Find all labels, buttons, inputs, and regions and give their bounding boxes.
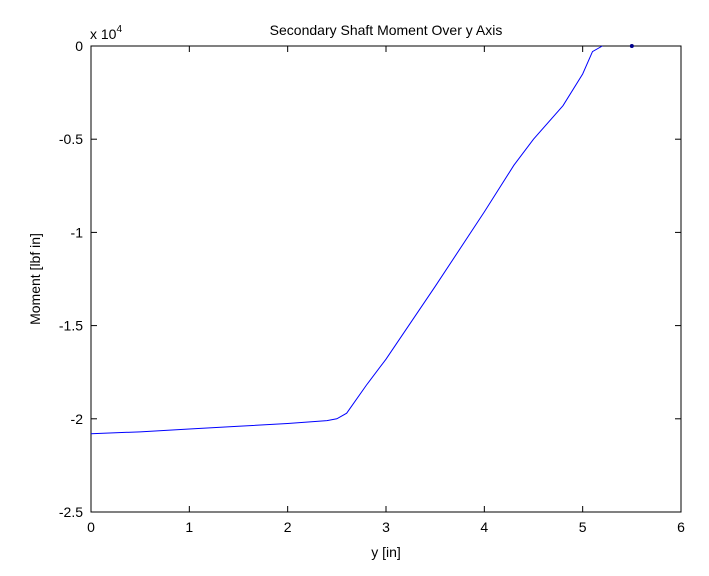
y-axis-label: Moment [lbf in] bbox=[27, 233, 43, 325]
chart-title: Secondary Shaft Moment Over y Axis bbox=[270, 22, 503, 38]
x-tick-label: 5 bbox=[579, 519, 587, 535]
y-tick-label: 0 bbox=[75, 38, 83, 54]
y-tick-label: -1 bbox=[71, 224, 84, 240]
y-tick-label: -2 bbox=[71, 411, 84, 427]
x-tick-label: 0 bbox=[87, 519, 95, 535]
y-tick-label: -1.5 bbox=[59, 318, 83, 334]
y-multiplier: x 104 bbox=[90, 24, 122, 42]
y-multiplier-base: x 10 bbox=[90, 26, 117, 42]
y-multiplier-exponent: 4 bbox=[116, 24, 122, 35]
x-axis-label: y [in] bbox=[371, 544, 401, 560]
x-tick-label: 4 bbox=[480, 519, 488, 535]
x-tick-label: 2 bbox=[284, 519, 292, 535]
x-tick-label: 6 bbox=[677, 519, 685, 535]
y-tick-label: -2.5 bbox=[59, 504, 83, 520]
x-tick-label: 3 bbox=[382, 519, 390, 535]
data-point bbox=[629, 44, 634, 48]
x-tick-label: 1 bbox=[185, 519, 193, 535]
plot-area bbox=[90, 45, 682, 513]
y-tick-label: -0.5 bbox=[59, 131, 83, 147]
data-line bbox=[90, 45, 603, 435]
